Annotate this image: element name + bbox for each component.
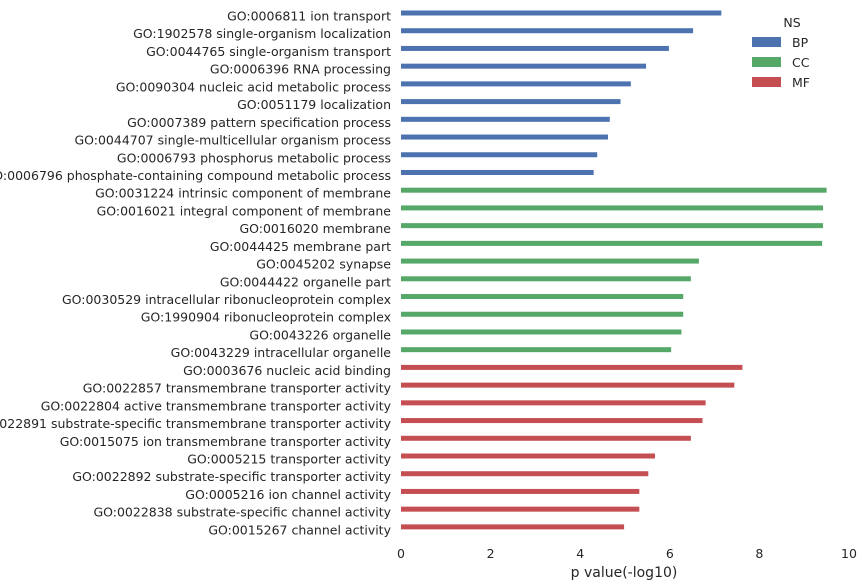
x-axis-label: p value(-log10) [571, 565, 678, 581]
x-tick-label: 2 [487, 546, 495, 561]
bar [401, 81, 631, 87]
bar [401, 10, 722, 16]
category-label: GO:0016021 integral component of membran… [97, 203, 392, 218]
bar [401, 240, 823, 246]
x-tick-label: 0 [397, 546, 405, 561]
category-label: GO:0015267 channel activity [208, 522, 391, 537]
legend-label-bp: BP [792, 35, 809, 50]
legend-label-cc: CC [792, 55, 810, 70]
bar [401, 400, 706, 406]
category-label: GO:0007389 pattern specification process [127, 115, 391, 130]
category-label: GO:0090304 nucleic acid metabolic proces… [116, 79, 391, 94]
x-tick-label: 8 [755, 546, 763, 561]
category-label: GO:0006396 RNA processing [210, 62, 391, 77]
category-label: GO:0022857 transmembrane transporter act… [83, 381, 392, 396]
category-labels: GO:0006811 ion transport GO:1902578 singl… [0, 9, 392, 538]
legend-swatch-mf [752, 77, 781, 87]
category-label: GO:0016020 membrane [239, 221, 391, 236]
category-label: GO:0003676 nucleic acid binding [183, 363, 391, 378]
category-label: GO:0044422 organelle part [220, 274, 391, 289]
bar [401, 187, 827, 193]
category-label: GO:0030529 intracellular ribonucleoprote… [62, 292, 391, 307]
x-axis-ticks: 0 2 4 6 8 10 [397, 546, 857, 561]
category-label: GO:0005215 transporter activity [187, 452, 391, 467]
bar [401, 506, 640, 512]
category-label: GO:0022838 substrate-specific channel ac… [93, 505, 391, 520]
category-label: GO:0006811 ion transport [227, 9, 391, 24]
legend-swatch-cc [752, 57, 781, 67]
bar [401, 347, 672, 353]
legend: NS BP CC MF [752, 15, 810, 90]
category-label: GO:0022891 substrate-specific transmembr… [0, 416, 392, 431]
category-label: GO:0043226 organelle [249, 327, 391, 342]
bar [401, 453, 656, 459]
category-label: GO:0045202 synapse [256, 257, 391, 272]
bar [401, 258, 699, 264]
bar [401, 311, 684, 317]
category-label: GO:0022892 substrate-specific transporte… [72, 469, 391, 484]
category-label: GO:0005216 ion channel activity [185, 487, 391, 502]
bar [401, 223, 824, 229]
bar [401, 524, 625, 530]
legend-title: NS [783, 15, 800, 30]
bar [401, 28, 694, 34]
bar [401, 364, 743, 370]
category-label: GO:0006796 phosphate-containing compound… [0, 168, 391, 183]
category-label: GO:0043229 intracellular organelle [171, 345, 392, 360]
category-label: GO:0006793 phosphorus metabolic process [117, 150, 391, 165]
bar [401, 152, 598, 158]
bar [401, 471, 649, 477]
bar [401, 99, 621, 105]
bar [401, 276, 691, 282]
legend-label-mf: MF [792, 75, 810, 90]
category-label: GO:0044707 single-multicellular organism… [74, 133, 391, 148]
bar [401, 169, 594, 175]
category-label: GO:0031224 intrinsic component of membra… [95, 186, 391, 201]
bar [401, 45, 669, 51]
bar [401, 329, 682, 335]
category-label: GO:0022804 active transmembrane transpor… [41, 398, 392, 413]
x-tick-label: 4 [576, 546, 584, 561]
bar [401, 435, 691, 441]
bars-layer [401, 10, 827, 530]
x-tick-label: 6 [666, 546, 674, 561]
category-label: GO:0044425 membrane part [210, 239, 391, 254]
bar [401, 382, 735, 388]
bar [401, 418, 703, 424]
x-tick-label: 10 [841, 546, 857, 561]
category-label: GO:1990904 ribonucleoprotein complex [141, 310, 391, 325]
category-label: GO:0015075 ion transmembrane transporter… [60, 434, 392, 449]
bar [401, 205, 824, 211]
legend-swatch-bp [752, 37, 781, 47]
category-label: GO:0051179 localization [237, 97, 391, 112]
bar [401, 488, 640, 494]
category-label: GO:1902578 single-organism localization [133, 26, 391, 41]
bar [401, 116, 610, 122]
bar [401, 294, 684, 300]
bar [401, 63, 647, 69]
category-label: GO:0044765 single-organism transport [146, 44, 391, 59]
bar [401, 134, 608, 140]
